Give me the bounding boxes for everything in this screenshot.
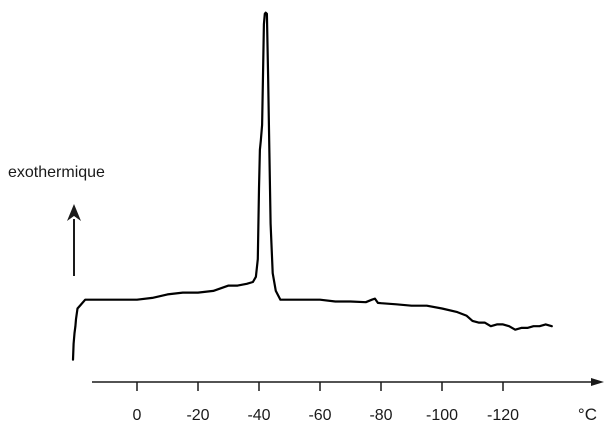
x-tick-label: -40 xyxy=(247,407,270,424)
x-tick-label: -60 xyxy=(308,407,331,424)
x-tick-label: 0 xyxy=(133,407,142,424)
x-axis-arrow-head xyxy=(591,378,604,386)
x-tick-label: -120 xyxy=(487,407,519,424)
x-tick-label: -20 xyxy=(186,407,209,424)
x-axis: 0 -20 -40 -60 -80 -100 -120 xyxy=(92,378,604,424)
series-layer xyxy=(71,11,553,361)
exotherm-arrow-head xyxy=(67,204,81,221)
x-axis-unit-label: °C xyxy=(578,405,597,424)
exotherm-arrow xyxy=(67,204,81,276)
x-tick-label: -100 xyxy=(426,407,458,424)
x-tick-label: -80 xyxy=(369,407,392,424)
series-line xyxy=(71,11,553,361)
y-axis-label: exothermique xyxy=(8,164,105,181)
